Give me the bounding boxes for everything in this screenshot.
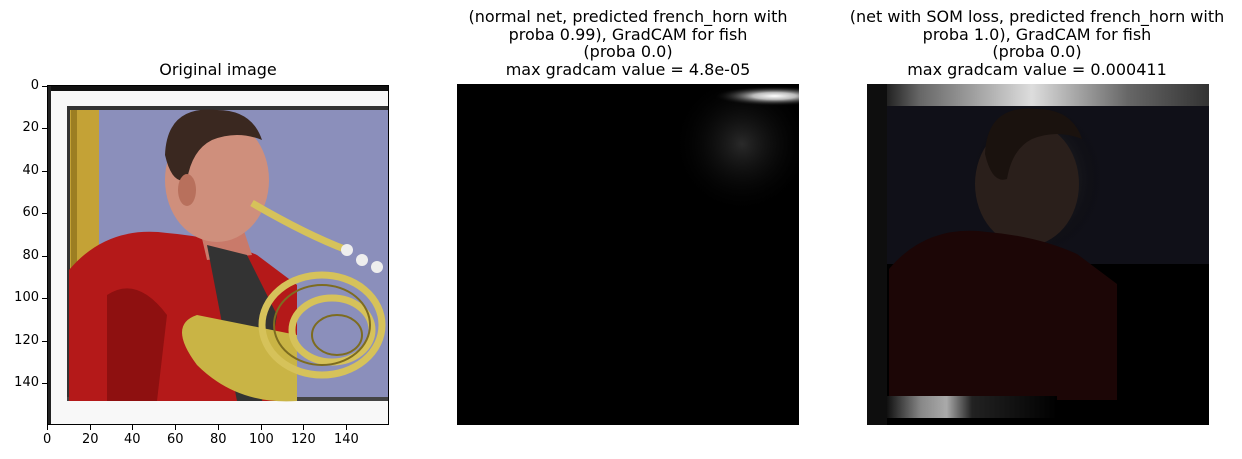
gradcam-som-net <box>867 84 1209 425</box>
x-tick-mark <box>47 425 48 430</box>
y-tick-mark <box>42 256 47 257</box>
y-tick-mark <box>42 298 47 299</box>
x-tick-mark <box>175 425 176 430</box>
panel-title-som-net: (net with SOM loss, predicted french_hor… <box>832 8 1242 78</box>
x-tick-label: 40 <box>124 432 141 447</box>
y-tick-label: 100 <box>14 290 39 305</box>
y-tick-mark <box>42 383 47 384</box>
x-tick-mark <box>303 425 304 430</box>
x-tick-mark <box>90 425 91 430</box>
title-line: max gradcam value = 4.8e-05 <box>505 59 751 79</box>
title-line: (normal net, predicted french_horn with <box>468 7 788 26</box>
panel-title-normal-net: (normal net, predicted french_horn with … <box>448 8 808 78</box>
y-tick-mark <box>42 213 47 214</box>
y-tick-label: 40 <box>22 163 39 178</box>
original-image <box>47 85 389 425</box>
x-tick-label: 140 <box>334 432 359 447</box>
y-tick-label: 0 <box>30 78 39 93</box>
x-tick-mark <box>218 425 219 430</box>
x-tick-label: 120 <box>291 432 316 447</box>
y-tick-mark <box>42 86 47 87</box>
y-tick-label: 60 <box>22 205 39 220</box>
gradcam-heatmap-normal <box>457 84 799 425</box>
y-tick-label: 140 <box>14 375 39 390</box>
y-tick-label: 120 <box>14 333 39 348</box>
x-tick-mark <box>132 425 133 430</box>
title-line: max gradcam value = 0.000411 <box>907 59 1167 79</box>
title-line: (proba 0.0) <box>583 42 673 61</box>
panel-title-original: Original image <box>47 61 389 79</box>
title-line: (net with SOM loss, predicted french_hor… <box>849 7 1225 26</box>
original-image-frame <box>47 85 389 425</box>
x-tick-label: 20 <box>82 432 99 447</box>
title-line: proba 0.99), GradCAM for fish <box>508 24 748 44</box>
y-tick-label: 20 <box>22 120 39 135</box>
x-tick-label: 0 <box>43 432 52 447</box>
x-tick-mark <box>346 425 347 430</box>
title-line: Original image <box>159 60 277 79</box>
y-tick-mark <box>42 128 47 129</box>
gradcam-normal-net <box>457 84 799 425</box>
x-tick-label: 100 <box>249 432 274 447</box>
title-line: proba 1.0), GradCAM for fish <box>922 24 1152 44</box>
x-tick-label: 80 <box>210 432 227 447</box>
y-tick-mark <box>42 341 47 342</box>
y-tick-label: 80 <box>22 248 39 263</box>
x-tick-label: 60 <box>167 432 184 447</box>
original-image-axes: 0 20 40 60 80 100 120 140 0 20 40 60 80 … <box>14 79 389 447</box>
gradcam-heatmap-som <box>867 84 1209 425</box>
title-line: (proba 0.0) <box>992 42 1082 61</box>
x-tick-mark <box>261 425 262 430</box>
y-tick-mark <box>42 171 47 172</box>
